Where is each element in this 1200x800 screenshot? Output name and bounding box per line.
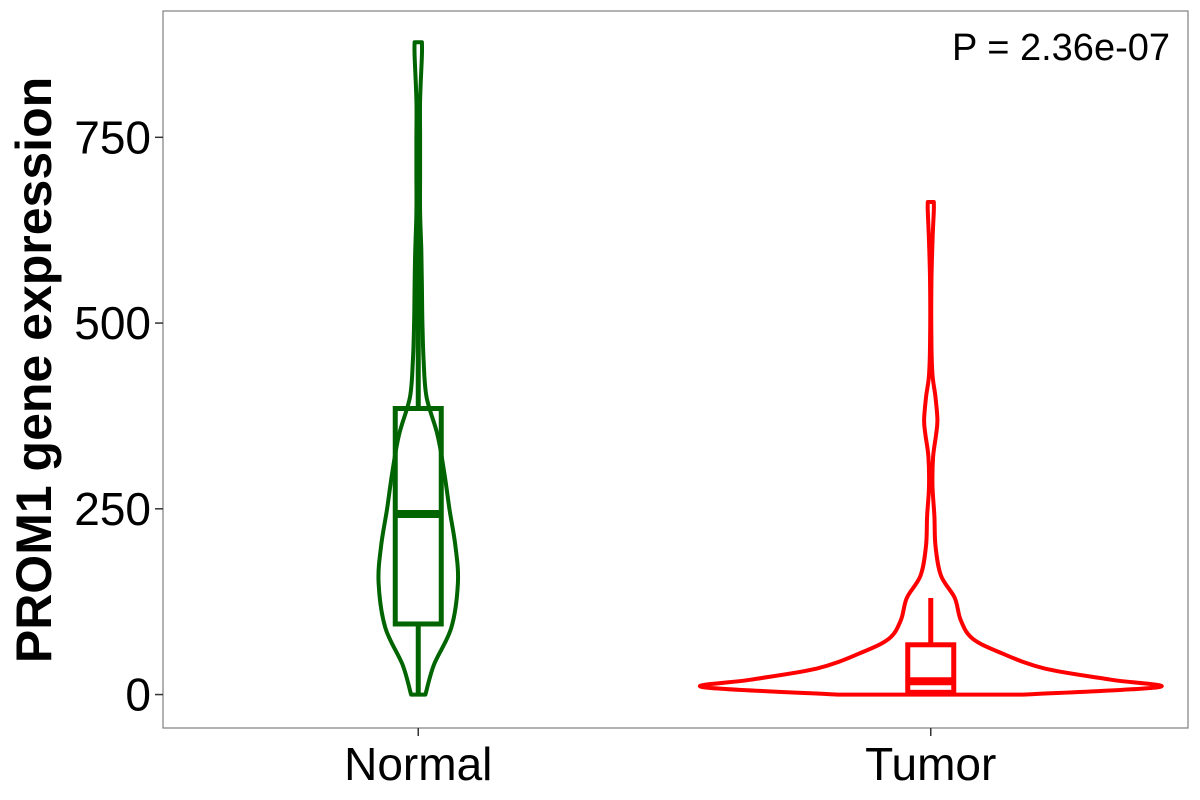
x-axis: Normal Tumor	[344, 728, 996, 790]
y-axis-title: PROM1 gene expression	[6, 77, 62, 663]
violin-tumor	[698, 200, 1164, 697]
p-value-annotation: P = 2.36e-07	[952, 27, 1170, 69]
y-tick-label: 250	[74, 483, 151, 535]
x-tick-label: Normal	[344, 738, 492, 790]
y-tick-label: 500	[74, 297, 151, 349]
x-tick-label: Tumor	[865, 738, 996, 790]
plot-panel-border	[162, 10, 1189, 729]
y-tick-label: 0	[125, 669, 151, 721]
violin-normal	[376, 40, 461, 697]
violin-layer	[376, 40, 1164, 697]
boxplot-layer	[392, 118, 957, 695]
y-axis: 0 250 500 750	[74, 111, 163, 721]
y-tick-label: 750	[74, 111, 151, 163]
box-tumor	[905, 642, 957, 695]
